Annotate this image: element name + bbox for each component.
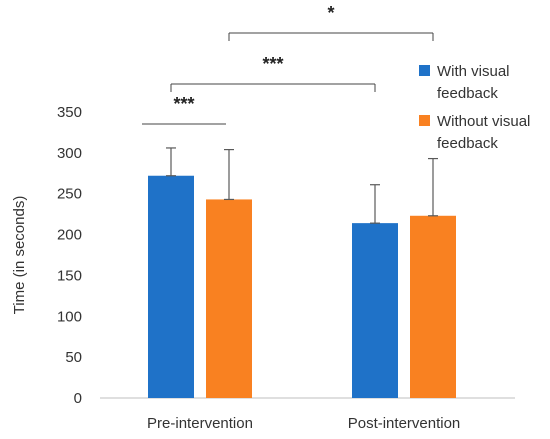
legend-item: Without visual feedback	[419, 113, 530, 152]
legend: With visual feedback Without visual feedbac…	[419, 63, 530, 152]
bar	[352, 223, 398, 398]
x-tick-label: Post-intervention	[348, 415, 461, 432]
y-tick-label: 250	[57, 186, 82, 203]
x-tick-label: Pre-intervention	[147, 415, 253, 432]
y-tick-label: 150	[57, 267, 82, 284]
y-tick-label: 100	[57, 308, 82, 325]
error-bars	[166, 147, 438, 224]
y-tick-label: 300	[57, 145, 82, 162]
significance-bracket: *	[228, 3, 434, 41]
bar	[148, 175, 194, 398]
significance-bracket: ***	[170, 54, 376, 92]
y-tick-label: 200	[57, 227, 82, 244]
x-axis-labels: Pre-intervention Post-intervention	[147, 415, 460, 432]
y-tick-label: 350	[57, 104, 82, 121]
y-tick-label: 50	[65, 349, 82, 366]
significance-annotations: *******	[142, 3, 434, 125]
y-axis-ticks: 0 50 100 150 200 250 300 350	[57, 104, 82, 407]
y-axis-title: Time (in seconds)	[11, 196, 28, 315]
legend-swatch	[419, 65, 430, 76]
significance-label: ***	[262, 54, 283, 74]
bar	[410, 215, 456, 398]
y-tick-label: 0	[74, 390, 82, 407]
legend-swatch	[419, 115, 430, 126]
bars	[148, 175, 456, 398]
legend-item: With visual feedback	[419, 63, 510, 102]
significance-bracket: ***	[142, 94, 226, 125]
significance-label: ***	[173, 94, 194, 114]
legend-label: Without visual feedback	[437, 113, 530, 152]
significance-label: *	[327, 3, 334, 23]
bar	[206, 199, 252, 398]
legend-label: With visual feedback	[437, 63, 510, 102]
